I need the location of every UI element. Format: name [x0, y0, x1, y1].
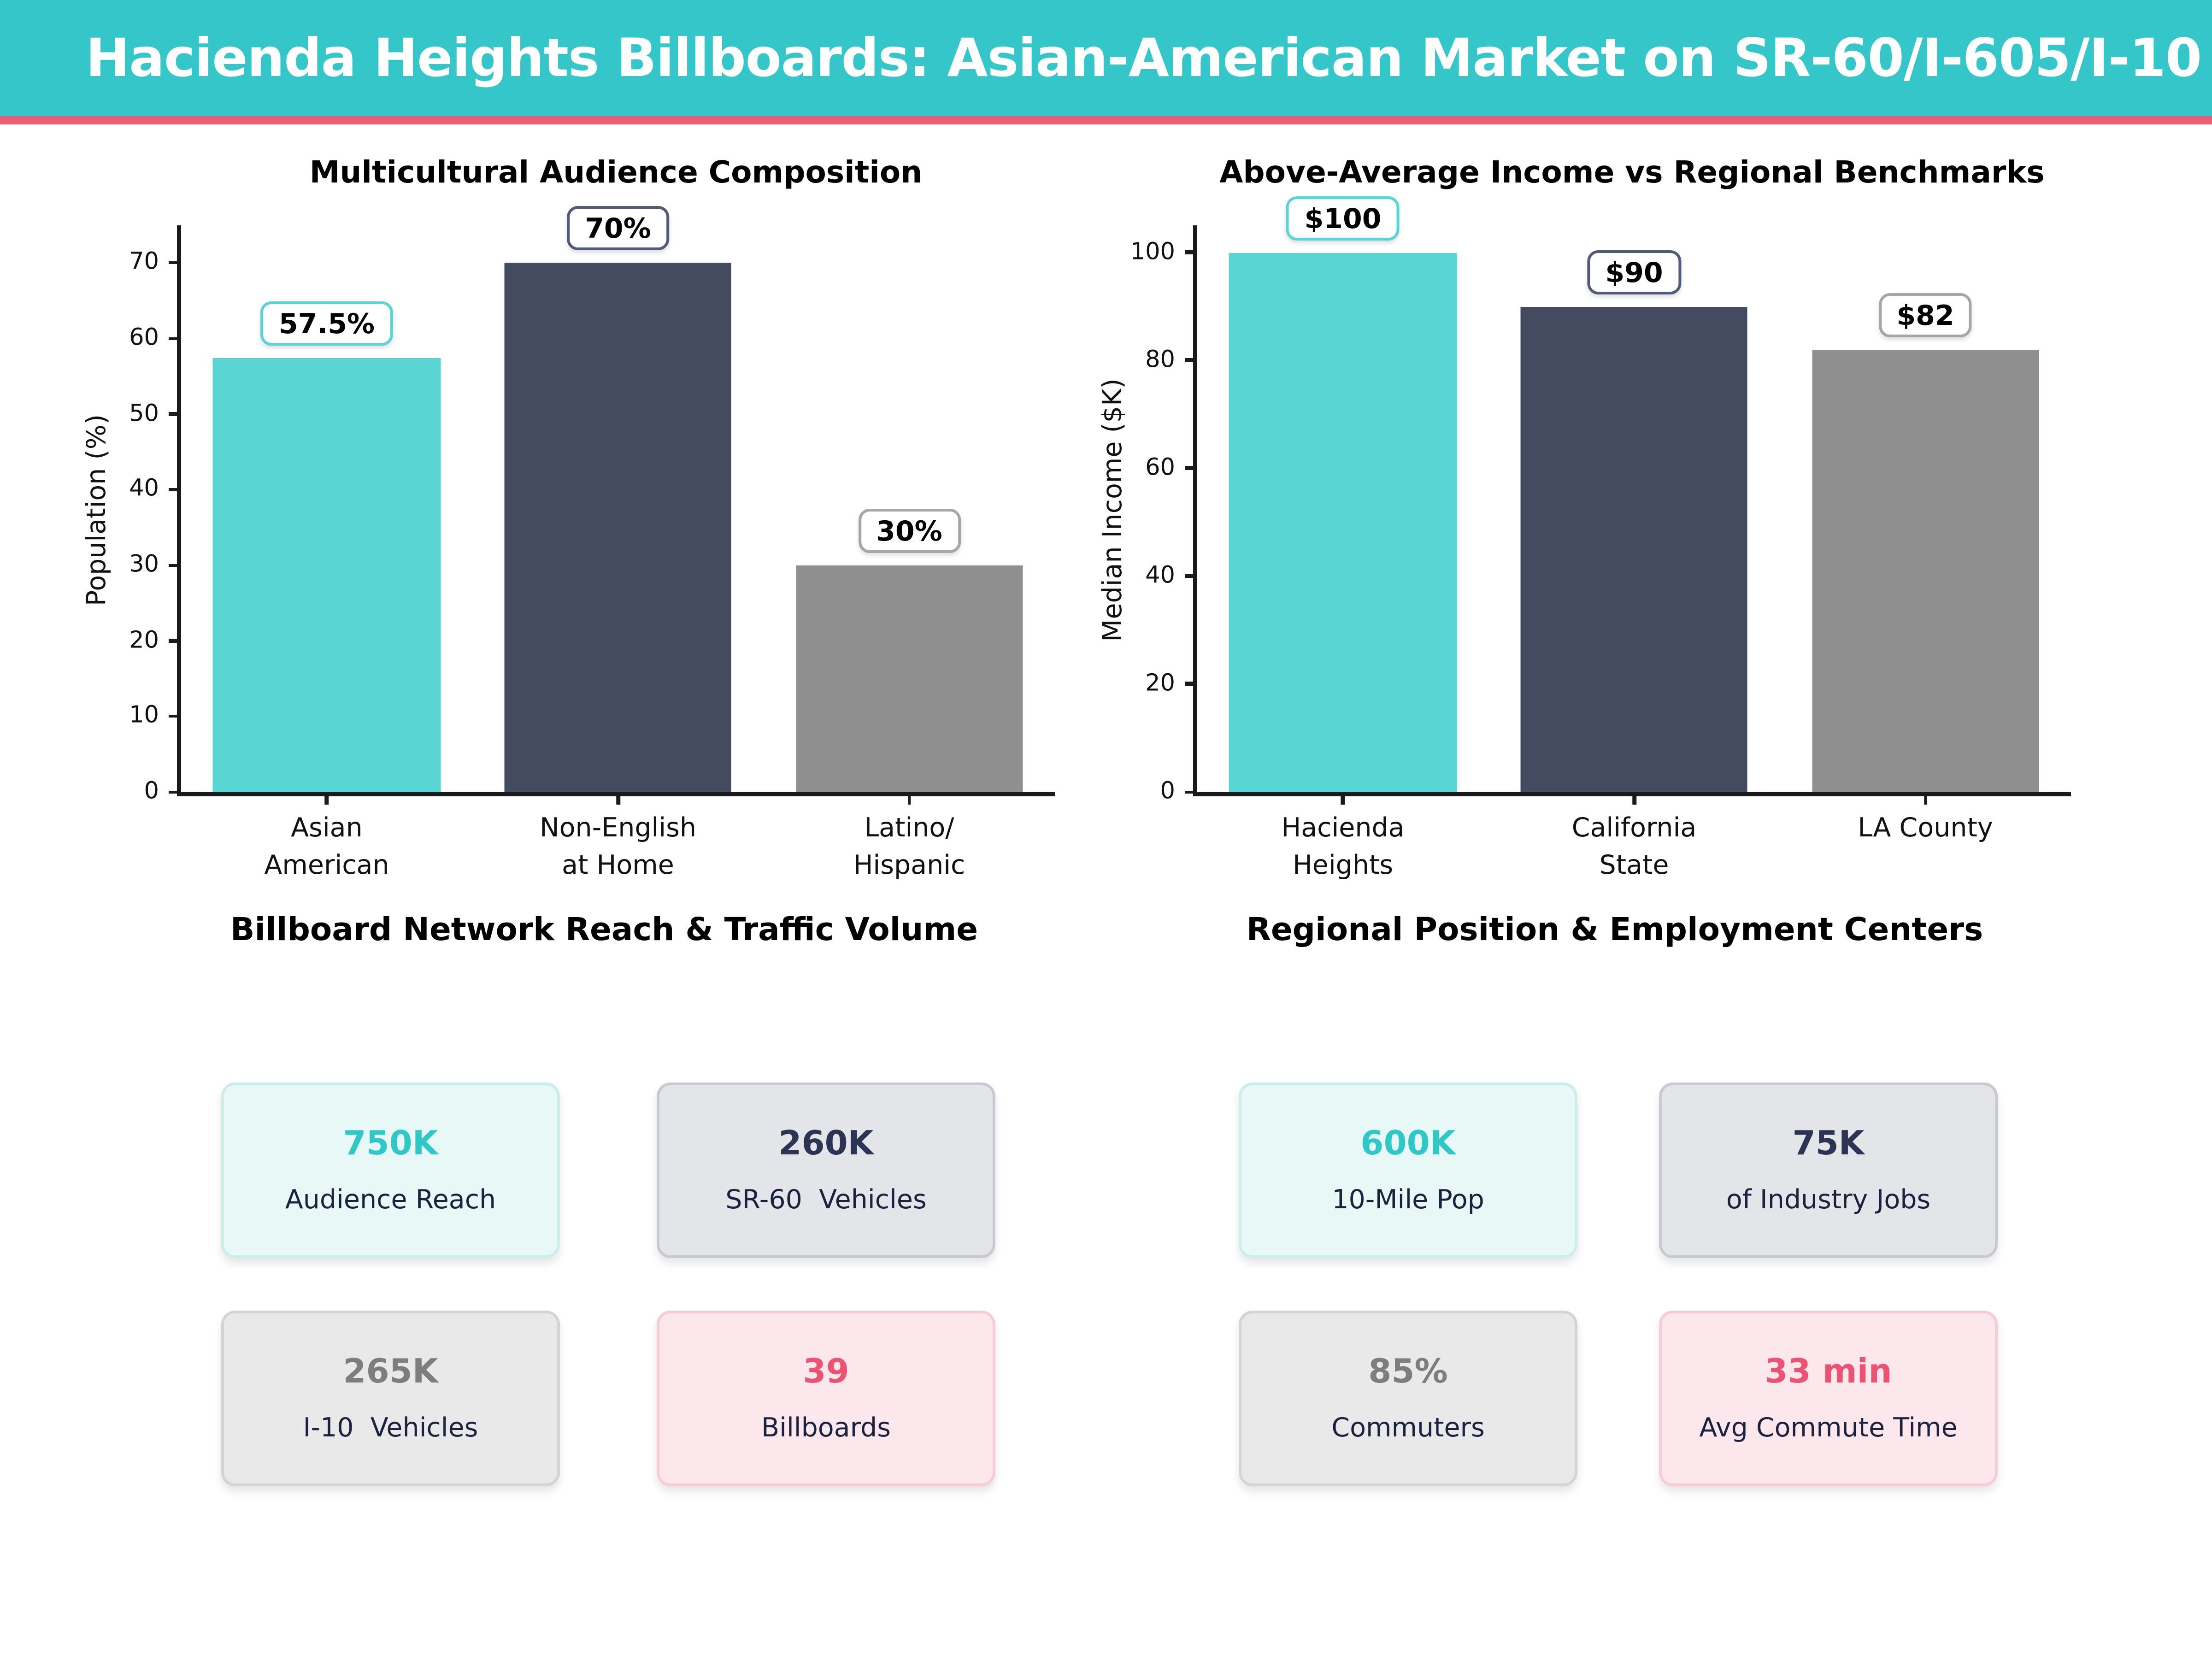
y-tick-mark — [169, 714, 181, 718]
bar-value-label: $100 — [1286, 195, 1400, 240]
y-tick-label: 80 — [1145, 346, 1175, 374]
chart-title: Multicultural Audience Composition — [309, 156, 923, 191]
stat-value: 85% — [1368, 1352, 1448, 1391]
stat-card: 33 min Avg Commute Time — [1659, 1311, 1998, 1486]
x-tick-mark — [907, 792, 911, 805]
x-tick-label: Non-English at Home — [539, 813, 697, 880]
stat-card: 75K of Industry Jobs — [1659, 1082, 1998, 1258]
stat-label: SR-60 Vehicles — [725, 1185, 927, 1215]
stat-label: Billboards — [761, 1413, 891, 1443]
x-tick-label: Hacienda Heights — [1281, 813, 1405, 880]
bar-value-label: $90 — [1587, 249, 1681, 294]
y-axis-label: Median Income ($K) — [1098, 378, 1128, 642]
section-title-regional-position: Regional Position & Employment Centers — [1246, 912, 1983, 948]
bar-value-label: $82 — [1878, 293, 1972, 337]
y-tick-mark — [169, 790, 181, 794]
stat-label: Audience Reach — [285, 1185, 496, 1215]
stat-card: 750K Audience Reach — [221, 1082, 560, 1258]
x-tick-mark — [325, 792, 329, 805]
stat-value: 260K — [778, 1124, 874, 1163]
y-axis-label: Population (%) — [82, 414, 112, 606]
y-tick-label: 100 — [1130, 238, 1175, 266]
y-tick-mark — [1185, 790, 1197, 794]
x-tick-mark — [1341, 792, 1345, 805]
y-tick-label: 20 — [1145, 670, 1175, 698]
y-tick-mark — [1185, 682, 1197, 686]
bar-value-label: 57.5% — [260, 301, 393, 346]
stat-value: 39 — [803, 1352, 849, 1391]
stat-card: 260K SR-60 Vehicles — [657, 1082, 995, 1258]
header-banner: Hacienda Heights Billboards: Asian-Ameri… — [0, 0, 2212, 124]
bar — [1812, 349, 2039, 792]
bar — [1229, 252, 1457, 792]
y-tick-mark — [169, 412, 181, 416]
y-tick-mark — [169, 563, 181, 567]
x-tick-label: California State — [1571, 813, 1697, 880]
y-tick-label: 40 — [129, 475, 159, 503]
y-tick-label: 70 — [129, 248, 159, 276]
y-tick-mark — [1185, 250, 1197, 254]
stat-value: 265K — [343, 1352, 438, 1391]
y-tick-label: 10 — [129, 702, 159, 730]
y-tick-label: 20 — [129, 626, 159, 654]
bar-value-label: 30% — [858, 509, 960, 553]
regional-position-cards: 600K 10-Mile Pop 75K of Industry Jobs 85% Com… — [1239, 1082, 1998, 1486]
stat-card: 39 Billboards — [657, 1311, 995, 1486]
stat-label: I-10 Vehicles — [303, 1413, 478, 1443]
y-tick-mark — [1185, 574, 1197, 578]
stat-value: 33 min — [1765, 1352, 1892, 1391]
income-benchmarks-chart: Above-Average Income vs Regional Benchma… — [1071, 145, 2081, 1009]
y-tick-mark — [169, 336, 181, 340]
bar — [504, 263, 732, 792]
page-title: Hacienda Heights Billboards: Asian-Ameri… — [86, 28, 2202, 88]
audience-composition-chart: Multicultural Audience Composition Popul… — [55, 145, 1065, 1009]
stat-value: 75K — [1792, 1124, 1865, 1163]
stat-label: Commuters — [1331, 1413, 1485, 1443]
x-tick-label: Asian American — [264, 813, 389, 880]
stat-card: 85% Commuters — [1239, 1311, 1577, 1486]
x-tick-label: Latino/Hispanic — [853, 813, 965, 880]
x-tick-mark — [1924, 792, 1927, 805]
bar — [1520, 306, 1748, 792]
y-tick-label: 40 — [1145, 561, 1175, 589]
plot-area: 0 20 40 60 80 100 $100 Hacienda Heights $90 Califo… — [1130, 195, 2071, 880]
bar-value-label: 70% — [567, 206, 669, 251]
stat-label: Avg Commute Time — [1699, 1413, 1958, 1443]
plot-area: 0 10 20 30 40 50 60 70 57.5% Asian American 70% Non-… — [129, 206, 1055, 880]
stat-card: 600K 10-Mile Pop — [1239, 1082, 1577, 1258]
y-tick-mark — [1185, 466, 1197, 470]
stat-label: 10-Mile Pop — [1332, 1185, 1484, 1215]
stat-value: 600K — [1360, 1124, 1456, 1163]
bar — [213, 358, 441, 792]
y-tick-label: 50 — [129, 400, 159, 428]
y-tick-label: 60 — [129, 324, 159, 352]
x-tick-mark — [1632, 792, 1636, 805]
y-tick-mark — [169, 639, 181, 643]
y-tick-label: 30 — [129, 551, 159, 579]
section-title-billboard-network: Billboard Network Reach & Traffic Volume — [230, 912, 978, 948]
stat-value: 750K — [343, 1124, 438, 1163]
x-tick-label: LA County — [1858, 813, 1993, 843]
chart-title: Above-Average Income vs Regional Benchma… — [1219, 156, 2045, 191]
bar — [795, 565, 1023, 792]
y-tick-mark — [169, 488, 181, 492]
y-tick-mark — [1185, 358, 1197, 362]
stat-card: 265K I-10 Vehicles — [221, 1311, 560, 1486]
y-tick-mark — [169, 261, 181, 265]
billboard-network-cards: 750K Audience Reach 260K SR-60 Vehicles 265K… — [221, 1082, 995, 1486]
y-tick-label: 0 — [144, 777, 159, 806]
y-tick-label: 60 — [1145, 453, 1175, 482]
x-tick-mark — [616, 792, 620, 805]
y-tick-label: 0 — [1160, 777, 1175, 806]
stat-label: of Industry Jobs — [1726, 1185, 1931, 1215]
